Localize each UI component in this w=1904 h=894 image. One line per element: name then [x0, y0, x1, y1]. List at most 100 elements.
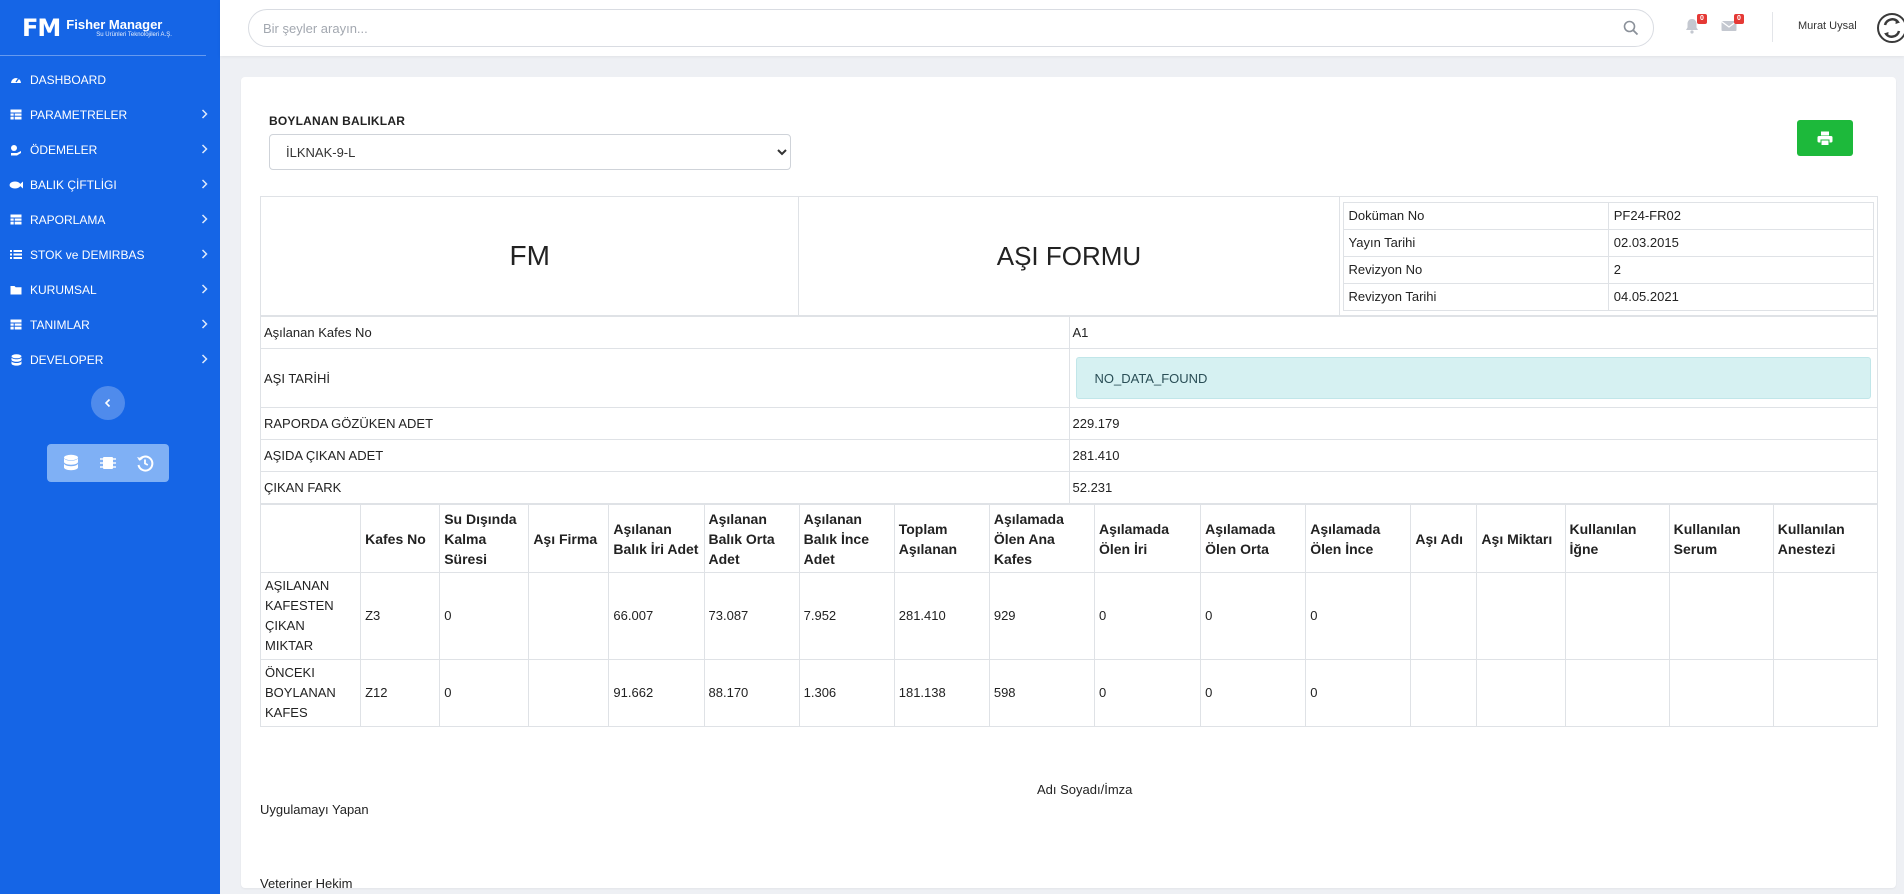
info-value: 52.231	[1068, 471, 1878, 504]
column-header: Kullanılan Serum	[1668, 504, 1774, 573]
info-label: AŞIDA ÇIKAN ADET	[260, 439, 1070, 472]
column-header: Aşılanan Balık İnce Adet	[798, 504, 895, 573]
table-cell: 0	[1305, 572, 1412, 660]
chevron-right-icon	[201, 177, 208, 192]
sidebar-item-kurumsal[interactable]: KURUMSAL	[0, 272, 220, 307]
chevron-right-icon	[201, 352, 208, 367]
info-label: RAPORDA GÖZÜKEN ADET	[260, 407, 1070, 440]
asi-form: FM AŞI FORMU Doküman No PF24-FR02 Yayın Ta…	[259, 196, 1879, 891]
meta-value: PF24-FR02	[1607, 201, 1875, 230]
sidebar-item-label: BALIK ÇİFTLİGI	[30, 177, 117, 192]
chevron-right-icon	[201, 142, 208, 157]
column-header: Kullanılan Anestezi	[1772, 504, 1879, 573]
sidebar-item-label: TANIMLAR	[30, 317, 90, 332]
info-value: 281.410	[1068, 439, 1878, 472]
chevron-left-icon	[104, 398, 111, 408]
table-icon	[9, 213, 23, 227]
column-header: Aşı Adı	[1410, 504, 1478, 573]
messages-button[interactable]: 0	[1720, 14, 1744, 37]
database-tool-button[interactable]	[56, 448, 86, 478]
print-button[interactable]	[1797, 120, 1853, 156]
brand-logo[interactable]: FM Fisher Manager Su Ürünleri Teknolojil…	[0, 0, 206, 56]
boylanan-baliklar-select[interactable]: İLKNAK-9-L	[269, 134, 791, 170]
table-cell: 1.306	[798, 659, 895, 727]
sidebar-item-developer[interactable]: DEVELOPER	[0, 342, 220, 377]
form-info-table: Aşılanan Kafes No A1 AŞI TARİHİ NO_DATA_…	[260, 316, 1878, 504]
sidebar-item-dashboard[interactable]: DASHBOARD	[0, 62, 220, 97]
column-header: Aşılamada Ölen Ana Kafes	[988, 504, 1095, 573]
vaccination-table: Kafes No Su Dışında Kalma Süresi Aşı Firma…	[259, 504, 1879, 727]
table-cell: 88.170	[703, 659, 800, 727]
meta-row: Revizyon No 2	[1342, 255, 1875, 284]
sidebar-item-ödemeler[interactable]: ÖDEMELER	[0, 132, 220, 167]
chevron-right-icon	[201, 212, 208, 227]
history-tool-button[interactable]	[130, 448, 160, 478]
table-cell	[1476, 659, 1566, 727]
avatar[interactable]	[1876, 12, 1904, 44]
form-logo-text: FM	[259, 196, 800, 316]
column-header	[259, 504, 362, 573]
column-header: Aşı Miktarı	[1476, 504, 1566, 573]
table-icon	[9, 318, 23, 332]
table-cell: 0	[439, 572, 530, 660]
column-header: Aşılanan Balık İri Adet	[608, 504, 705, 573]
payment-icon	[9, 143, 23, 157]
sidebar-item-tanimlar[interactable]: TANIMLAR	[0, 307, 220, 342]
dashboard-icon	[9, 73, 23, 87]
topbar: 0 0 Murat Uysal	[220, 0, 1904, 56]
fish-icon	[9, 178, 23, 192]
meta-row: Yayın Tarihi 02.03.2015	[1342, 228, 1875, 257]
meta-row: Revizyon Tarihi 04.05.2021	[1342, 282, 1875, 311]
info-value-cell: NO_DATA_FOUND	[1068, 348, 1878, 408]
brand-subtitle: Su Ürünleri Teknolojileri A.Ş.	[96, 32, 172, 38]
column-header: Su Dışında Kalma Süresi	[439, 504, 530, 573]
signature-section: Adı Soyadı/İmza Uygulamayı Yapan Veterin…	[260, 727, 1878, 891]
info-value: 229.179	[1068, 407, 1878, 440]
sidebar-item-stok-ve-demirbas[interactable]: STOK ve DEMIRBAS	[0, 237, 220, 272]
collapse-sidebar-button[interactable]	[91, 386, 125, 420]
sidebar-item-parametreler[interactable]: PARAMETRELER	[0, 97, 220, 132]
notifications-badge: 0	[1697, 14, 1707, 24]
form-title: AŞI FORMU	[798, 196, 1340, 316]
sidebar-item-label: DASHBOARD	[30, 72, 107, 87]
table-cell: Z12	[360, 659, 441, 727]
table-cell: 281.410	[893, 572, 990, 660]
notifications-button[interactable]: 0	[1683, 14, 1707, 37]
sidebar-item-label: PARAMETRELER	[30, 107, 128, 122]
sidebar-item-balik-çi-ftli-gi[interactable]: BALIK ÇİFTLİGI	[0, 167, 220, 202]
brand-mark: FM	[22, 13, 61, 42]
sidebar-item-label: ÖDEMELER	[30, 142, 98, 157]
meta-value: 2	[1607, 255, 1875, 284]
sidebar-item-raporlama[interactable]: RAPORLAMA	[0, 202, 220, 237]
search-bar	[248, 9, 1654, 47]
table-cell: 0	[1200, 659, 1307, 727]
table-cell	[1476, 572, 1566, 660]
table-cell: 66.007	[608, 572, 705, 660]
database-icon	[64, 454, 79, 471]
form-card: BOYLANAN BALIKLAR İLKNAK-9-L FM AŞI FORM…	[241, 77, 1896, 891]
table-cell: 929	[988, 572, 1095, 660]
table-cell	[528, 572, 610, 660]
meta-label: Revizyon No	[1342, 255, 1609, 284]
column-header: Aşı Firma	[528, 504, 610, 573]
column-header: Kullanılan İğne	[1564, 504, 1670, 573]
info-label: Aşılanan Kafes No	[260, 316, 1070, 349]
user-name[interactable]: Murat Uysal	[1798, 20, 1857, 32]
boylanan-baliklar-label: BOYLANAN BALIKLAR	[269, 114, 406, 128]
chip-tool-button[interactable]	[93, 448, 123, 478]
chip-icon	[99, 457, 116, 469]
search-icon[interactable]	[1623, 20, 1639, 36]
column-header: Aşılamada Ölen Orta	[1200, 504, 1307, 573]
column-header: Kafes No	[360, 504, 441, 573]
chevron-right-icon	[201, 247, 208, 262]
info-row-asida: AŞIDA ÇIKAN ADET 281.410	[260, 439, 1878, 472]
signature-label: Adı Soyadı/İmza	[1037, 782, 1133, 797]
messages-badge: 0	[1734, 14, 1744, 24]
table-cell	[528, 659, 610, 727]
table-cell: Z3	[360, 572, 441, 660]
history-icon	[136, 455, 153, 472]
search-input[interactable]	[263, 20, 1623, 36]
table-cell: 0	[1093, 572, 1202, 660]
info-row-rapor: RAPORDA GÖZÜKEN ADET 229.179	[260, 407, 1878, 440]
no-data-alert: NO_DATA_FOUND	[1075, 357, 1871, 399]
